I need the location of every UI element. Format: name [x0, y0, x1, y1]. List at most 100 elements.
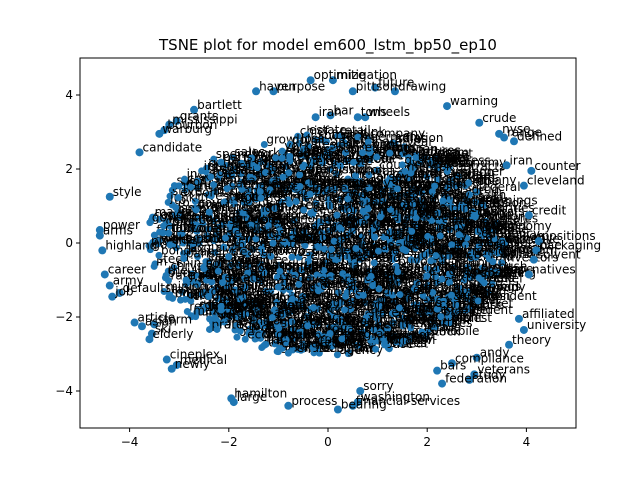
point-label: credit	[532, 203, 567, 217]
point-label: bar	[333, 103, 353, 117]
point-label: warburg	[162, 122, 212, 136]
cloud-label: securities	[227, 226, 285, 240]
cloud-label: credit	[405, 237, 440, 251]
cloud-label: mining	[458, 196, 499, 210]
cloud-point	[291, 271, 299, 279]
cloud-point	[484, 232, 492, 240]
point-label: wheels	[368, 105, 410, 119]
point-label: process	[291, 394, 337, 408]
cloud-point	[407, 185, 415, 193]
cloud-label: paris	[223, 150, 253, 164]
y-tick-label: −4	[55, 384, 73, 398]
cloud-label: acquisition	[405, 314, 470, 328]
cloud-label: debt	[321, 341, 349, 355]
cloud-label: yield	[490, 280, 519, 294]
cloud-point	[391, 140, 399, 148]
point-label: pittson	[356, 79, 398, 93]
cloud-label: merger	[460, 164, 504, 178]
cloud-point	[345, 220, 353, 228]
cloud-label: contracts	[449, 159, 505, 173]
cloud-point	[339, 246, 347, 254]
cloud-point	[297, 151, 305, 159]
cloud-label: futures	[468, 195, 510, 209]
cloud-point	[334, 132, 342, 140]
cloud-point	[237, 170, 245, 178]
cloud-label: rates	[490, 224, 521, 238]
cloud-point	[378, 191, 386, 199]
cloud-label: airline	[211, 200, 248, 214]
cloud-point	[327, 165, 335, 173]
cloud-point	[438, 244, 446, 252]
x-tick-label: 4	[523, 435, 531, 449]
cloud-point	[170, 264, 178, 272]
cloud-point	[303, 313, 311, 321]
cloud-label: software	[206, 257, 258, 271]
cloud-point	[213, 223, 221, 231]
cloud-point	[211, 248, 219, 256]
cloud-point	[493, 220, 501, 228]
cloud-label: fund	[245, 201, 272, 215]
cloud-label: automobile	[492, 232, 560, 246]
cloud-point	[318, 136, 326, 144]
cloud-label: for	[256, 305, 273, 319]
cloud-label: policy	[231, 272, 266, 286]
cloud-point	[325, 185, 333, 193]
cloud-label: investors	[281, 323, 336, 337]
cloud-label: stock	[313, 172, 345, 186]
cloud-label: new	[445, 189, 470, 203]
cloud-label: options	[346, 298, 390, 312]
cloud-label: yen	[337, 214, 359, 228]
cloud-point	[212, 261, 220, 269]
cloud-label: spending	[216, 147, 271, 161]
point-label: newly	[175, 357, 210, 371]
cloud-point	[206, 315, 214, 323]
cloud-point	[332, 170, 340, 178]
cloud-point	[419, 239, 427, 247]
cloud-point	[373, 337, 381, 345]
cloud-label: agency	[339, 343, 383, 357]
point-label: highland	[105, 238, 157, 252]
cloud-label: company	[461, 173, 516, 187]
cloud-point	[402, 221, 410, 229]
cloud-point	[245, 262, 253, 270]
cloud-label: gold	[254, 290, 280, 304]
cloud-point	[390, 332, 398, 340]
cloud-point	[296, 235, 304, 243]
point-label: iran	[510, 153, 533, 167]
cloud-label: program	[418, 146, 469, 160]
cloud-label: in	[484, 256, 495, 270]
cloud-label: insurance	[503, 238, 562, 252]
point-label: large	[237, 390, 267, 404]
cloud-label: and	[476, 287, 499, 301]
cloud-label: equity	[306, 198, 344, 212]
cloud-point	[306, 263, 314, 271]
cloud-label: president	[480, 289, 537, 303]
cloud-point	[257, 277, 265, 285]
cloud-point	[248, 298, 256, 306]
cloud-point	[210, 155, 218, 163]
point-label: theory	[512, 333, 551, 347]
cloud-point	[484, 288, 492, 296]
cloud-label: inflation	[395, 131, 444, 145]
cloud-label: loss	[294, 245, 317, 259]
cloud-point	[457, 216, 465, 224]
cloud-point	[362, 251, 370, 259]
cloud-point	[429, 316, 437, 324]
cloud-label: cars	[229, 177, 254, 191]
cloud-label: in	[425, 195, 436, 209]
point-label: style	[113, 185, 142, 199]
cloud-point	[442, 212, 450, 220]
y-tick-label: 2	[65, 162, 73, 176]
cloud-label: program	[201, 206, 252, 220]
cloud-point	[334, 288, 342, 296]
point-label: candidate	[143, 140, 203, 154]
cloud-label: the	[168, 264, 188, 278]
cloud-label: retail	[340, 124, 371, 138]
cloud-point	[357, 233, 365, 241]
cloud-label: chief	[240, 281, 270, 295]
cloud-point	[244, 235, 252, 243]
cloud-point	[349, 337, 357, 345]
cloud-label: yield	[486, 271, 515, 285]
cloud-point	[210, 217, 218, 225]
